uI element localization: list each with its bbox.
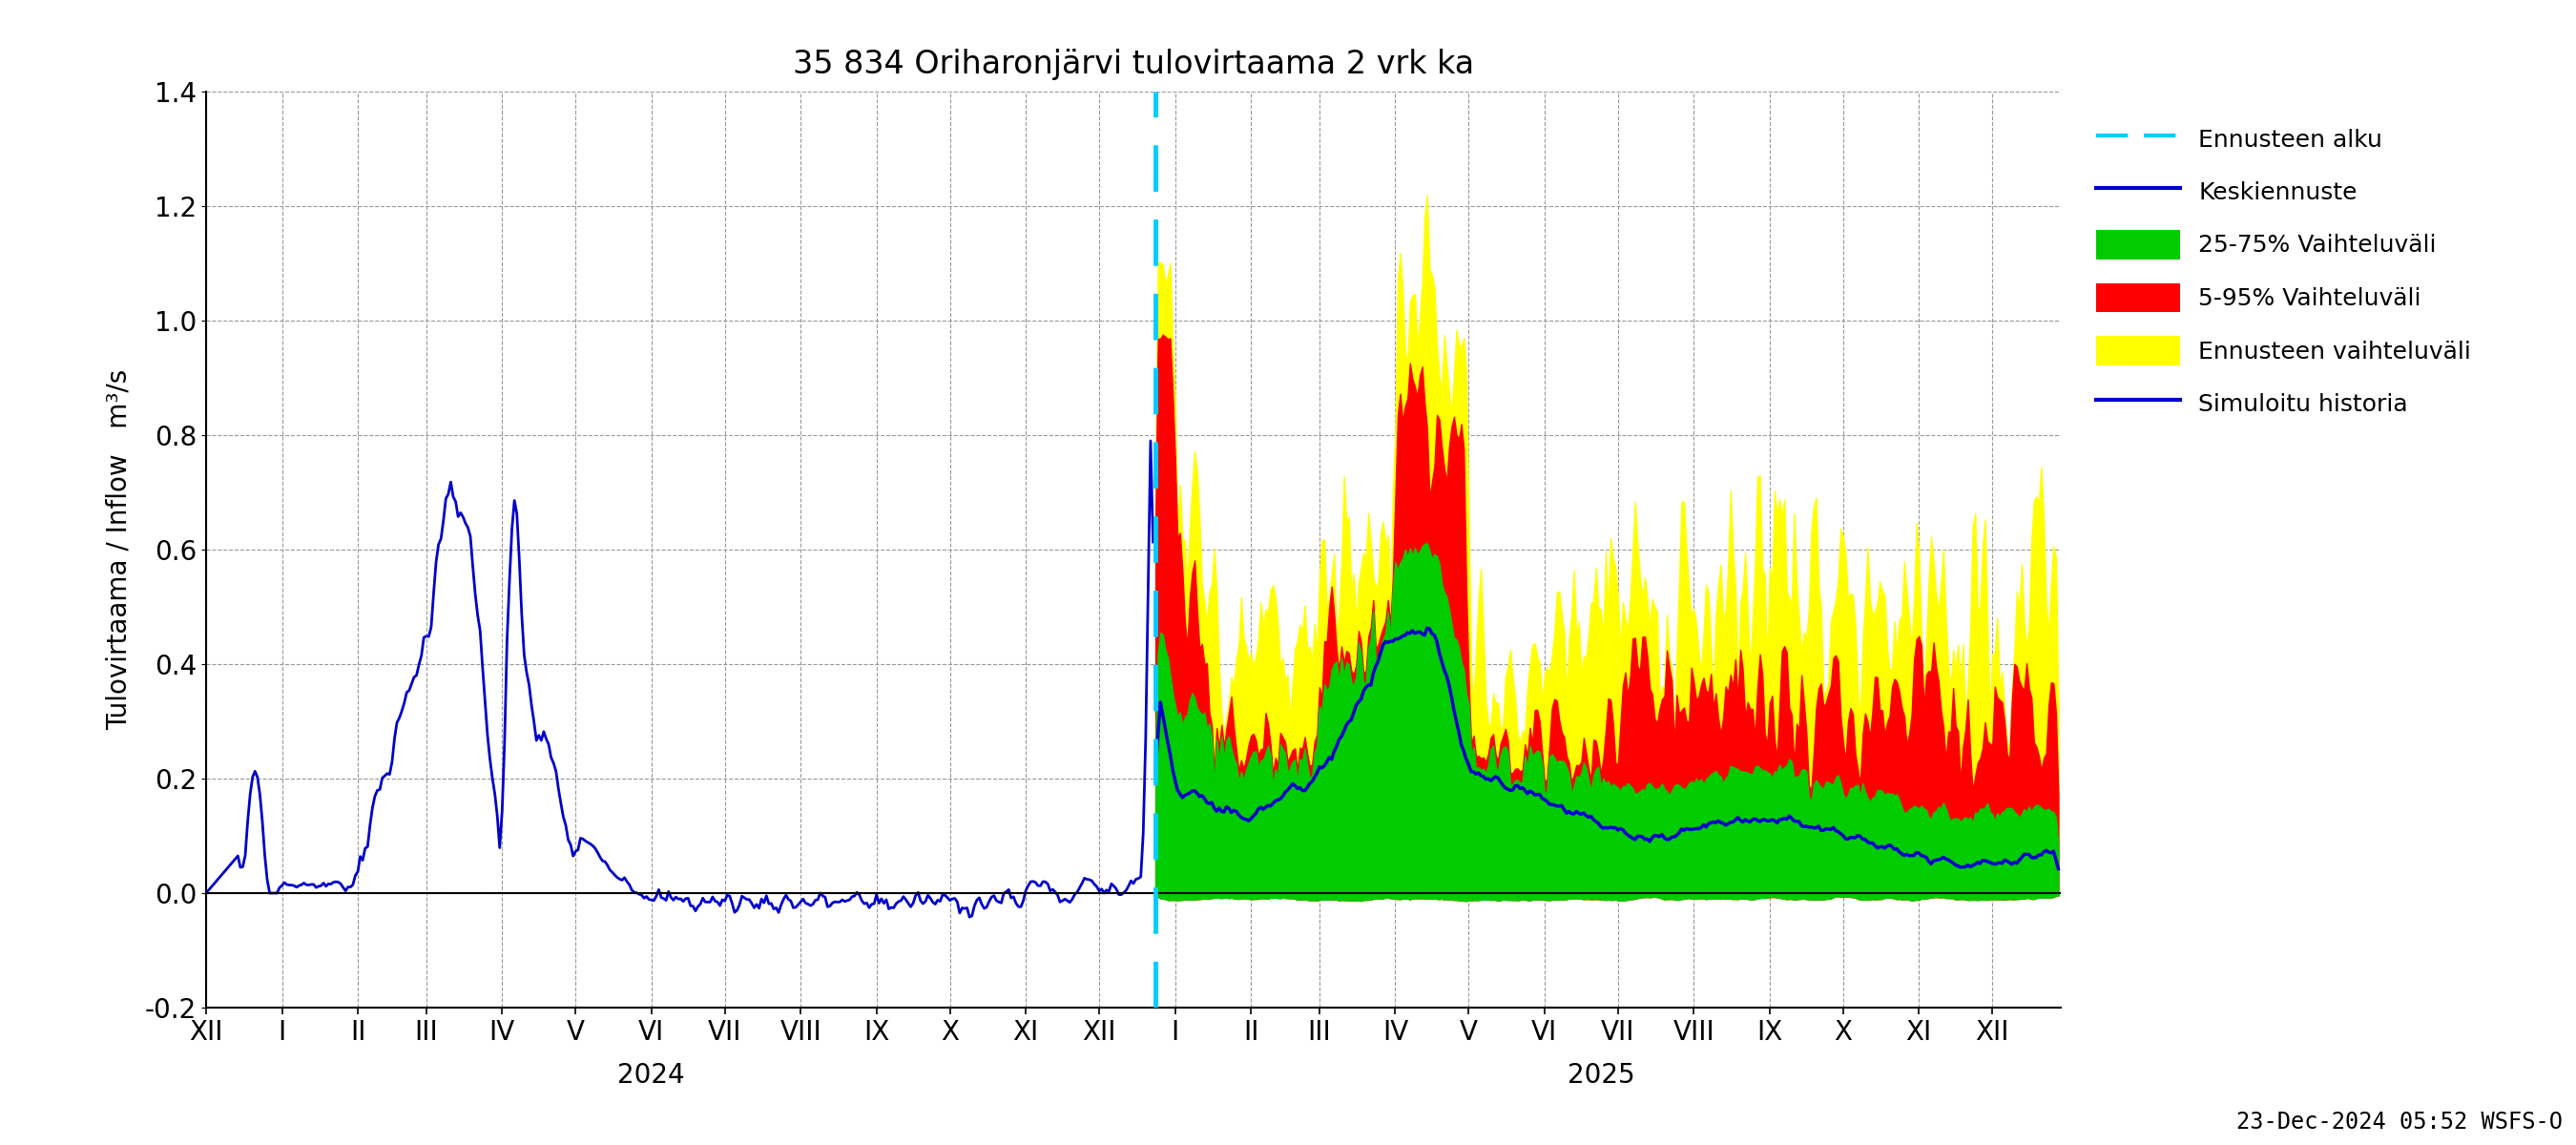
Text: 2025: 2025 [1566, 1063, 1636, 1089]
Legend: Ennusteen alku, Keskiennuste, 25-75% Vaihteluväli, 5-95% Vaihteluväli, Ennusteen: Ennusteen alku, Keskiennuste, 25-75% Vai… [2087, 114, 2481, 427]
Title: 35 834 Oriharonjärvi tulovirtaama 2 vrk ka: 35 834 Oriharonjärvi tulovirtaama 2 vrk … [793, 48, 1473, 80]
Y-axis label: Tulovirtaama / Inflow   m³/s: Tulovirtaama / Inflow m³/s [106, 369, 131, 731]
Text: 2024: 2024 [618, 1063, 685, 1089]
Text: 23-Dec-2024 05:52 WSFS-O: 23-Dec-2024 05:52 WSFS-O [2236, 1111, 2563, 1134]
